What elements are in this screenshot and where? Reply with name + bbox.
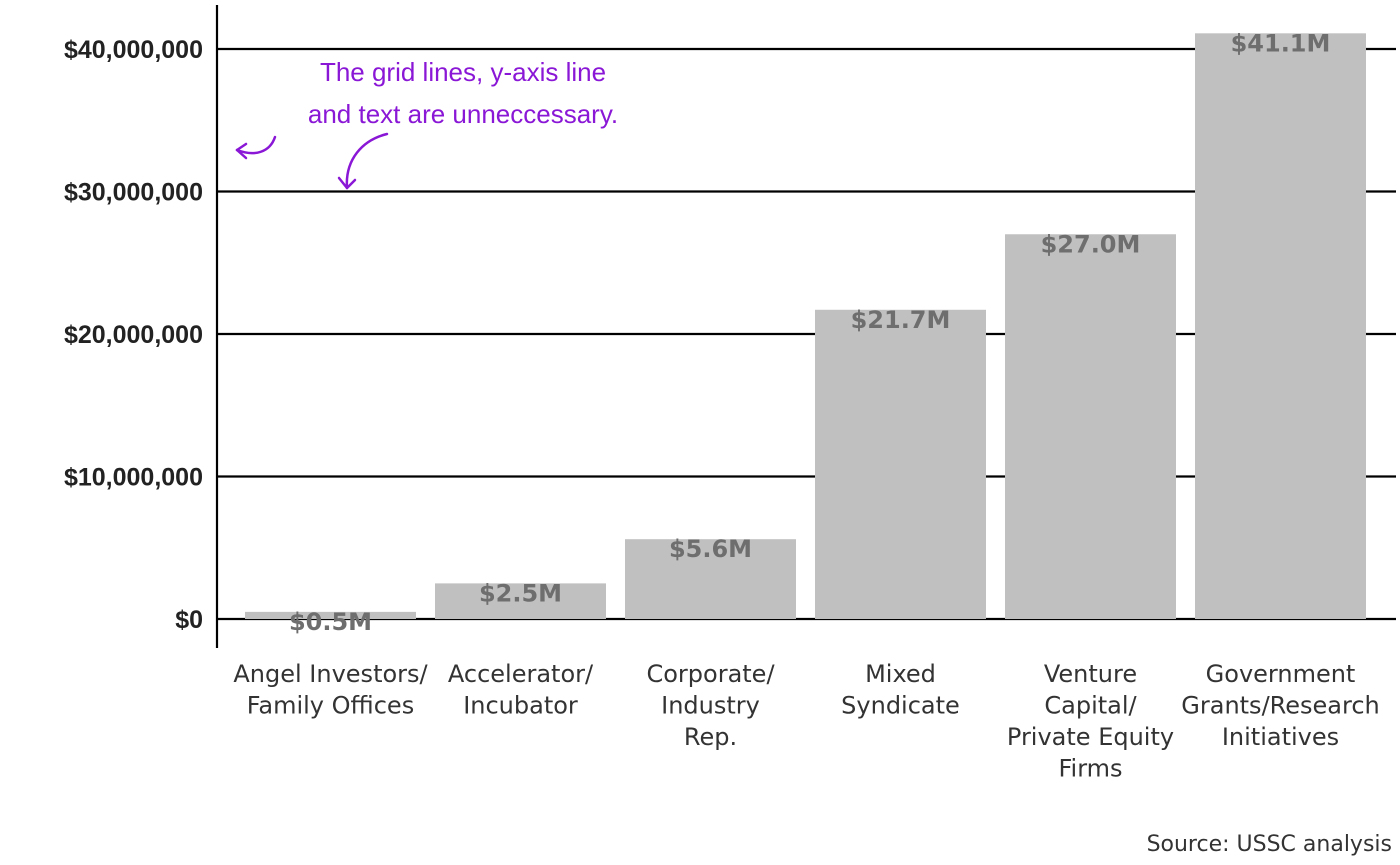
x-tick-label-line: Venture (1044, 660, 1137, 688)
bar (1005, 234, 1176, 619)
x-tick-label-line: Initiatives (1222, 723, 1339, 751)
arrow-to-gridline-icon (345, 132, 389, 190)
data-label: $21.7M (851, 306, 951, 334)
x-tick-label: Corporate/Industry Rep. (646, 660, 775, 751)
x-tick-label-line: Syndicate (841, 692, 960, 720)
data-label: $0.5M (289, 608, 372, 636)
bars: $0.5M $2.5M $5.6M $21.7M $27.0M $41.1M (245, 29, 1366, 636)
data-label: $2.5M (479, 579, 562, 607)
bar (435, 583, 606, 619)
bar (625, 539, 796, 619)
x-tick-label-line: Mixed (865, 660, 936, 688)
annotation: The grid lines, y-axis line and text are… (235, 57, 618, 190)
x-tick-label-line: Accelerator/ (448, 660, 594, 688)
x-tick-label-line: Grants/Research (1181, 692, 1379, 720)
arrowhead-y-axis-icon (235, 142, 248, 160)
bar (815, 309, 986, 619)
y-axis: $0 $10,000,000 $20,000,000 $30,000,000 $40,0… (64, 5, 219, 648)
data-label: $27.0M (1041, 230, 1141, 258)
x-tick-label-line: Family Offices (247, 692, 414, 720)
x-tick-label: Mixed Syndicate (841, 660, 960, 720)
annotation-line-1: The grid lines, y-axis line (320, 57, 606, 87)
data-label: $5.6M (669, 535, 752, 563)
y-tick-label: $10,000,000 (64, 464, 203, 492)
bar (245, 611, 416, 619)
x-tick-label: Government Grants/Research Initiatives (1181, 660, 1379, 751)
x-tick-label-line: Angel Investors/ (233, 660, 428, 688)
source-note: Source: USSC analysis (1147, 832, 1392, 857)
arrowhead-gridline-icon (337, 176, 357, 190)
x-tick-label: Accelerator/Incubator (448, 660, 594, 720)
y-tick-label: $30,000,000 (64, 179, 203, 207)
y-tick-label: $20,000,000 (64, 321, 203, 349)
x-tick-label-line: Industry (661, 692, 760, 720)
x-axis-labels: Angel Investors/Family Offices Accelerato… (233, 660, 1379, 783)
x-tick-label: Angel Investors/Family Offices (233, 660, 428, 720)
x-tick-label: Venture Capital/Private Equity Firms (1007, 660, 1174, 783)
x-tick-label-line: Government (1206, 660, 1356, 688)
x-tick-label-line: Incubator (463, 692, 578, 720)
y-tick-label: $40,000,000 (64, 36, 203, 64)
bar (1195, 33, 1366, 619)
x-tick-label-line: Firms (1058, 755, 1122, 783)
x-tick-label-line: Private Equity (1007, 723, 1174, 751)
x-tick-label-line: Capital/ (1044, 692, 1137, 720)
annotation-line-2: and text are unneccessary. (308, 99, 618, 129)
y-tick-label: $0 (175, 606, 203, 634)
x-tick-label-line: Rep. (684, 723, 737, 751)
arrow-to-y-axis-icon (235, 135, 277, 155)
x-tick-label-line: Corporate/ (646, 660, 775, 688)
data-label: $41.1M (1231, 29, 1331, 57)
